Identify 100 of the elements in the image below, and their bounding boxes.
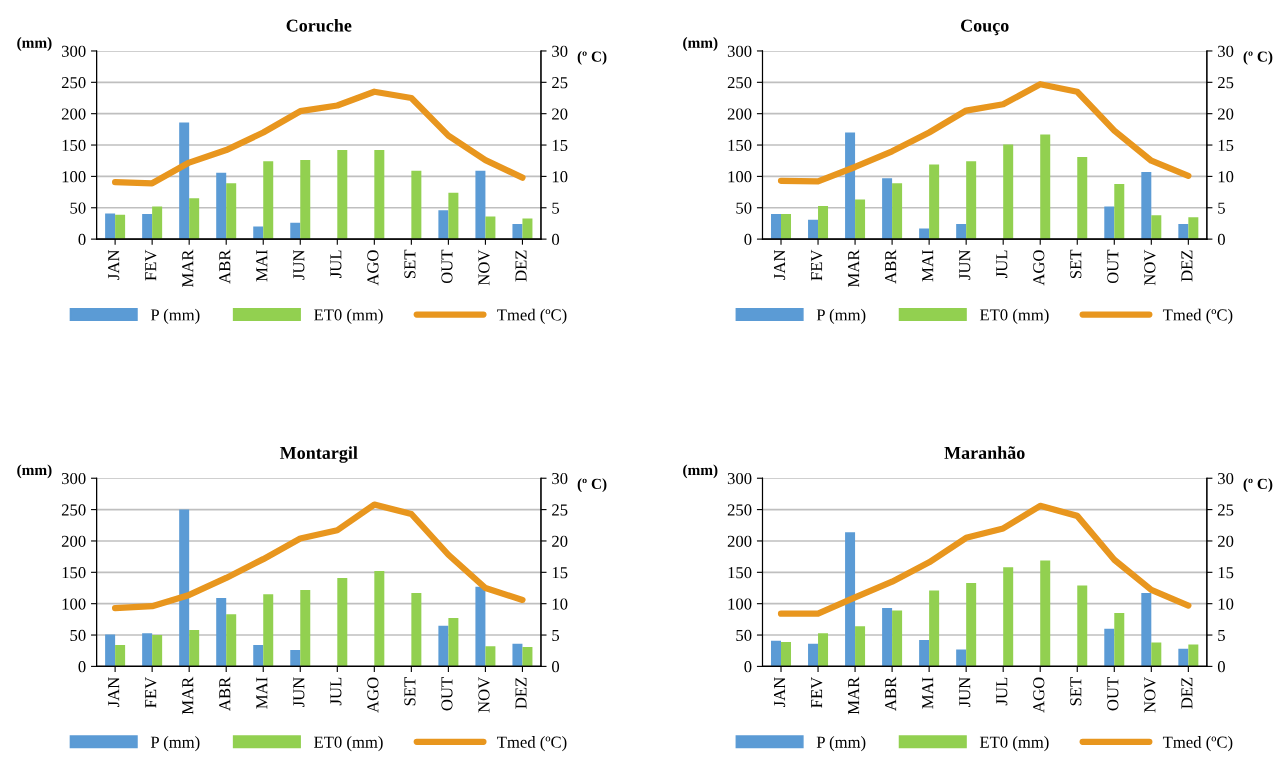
x-tick-label: JUL — [330, 677, 342, 706]
y-tick-label: 250 — [727, 504, 752, 516]
y2-tick-label: 5 — [1218, 202, 1225, 214]
bar — [882, 608, 893, 667]
x-tick-label: MAI — [256, 250, 268, 282]
bar — [929, 164, 940, 240]
bar — [1151, 642, 1162, 667]
y2-axis-title: (º C) — [577, 50, 607, 65]
bar — [818, 205, 829, 240]
x-tick-label: SET — [404, 677, 416, 706]
chart-title: Couço — [960, 19, 1009, 36]
bar — [475, 586, 486, 667]
y-axis-title: (mm) — [683, 464, 718, 479]
x-tick-label: ABR — [219, 676, 231, 711]
legend-label: ET0 (mm) — [979, 736, 1049, 752]
x-tick-label: MAR — [848, 676, 860, 715]
y-tick-label: 50 — [70, 202, 86, 214]
y-axis-title: (mm) — [683, 37, 718, 51]
chart-title: Montargil — [279, 446, 358, 463]
bar — [771, 640, 782, 667]
bar — [781, 641, 792, 667]
y-axis-title: (mm) — [17, 464, 52, 479]
bar — [1077, 585, 1088, 667]
x-tick-label: JAN — [774, 677, 786, 708]
y2-tick-label: 30 — [552, 45, 568, 57]
bar — [1178, 648, 1189, 667]
bar — [337, 577, 348, 667]
y2-tick-label: 30 — [1218, 45, 1234, 57]
bar — [845, 132, 856, 240]
y-tick-label: 150 — [728, 139, 752, 151]
bar — [152, 206, 163, 240]
x-tick-label: JAN — [774, 249, 786, 280]
bar — [522, 218, 533, 240]
y2-tick-label: 30 — [1218, 472, 1234, 485]
y-tick-label: 200 — [727, 108, 752, 120]
legend-label: ET0 (mm) — [314, 736, 383, 752]
bar — [115, 214, 126, 240]
y-tick-label: 250 — [61, 504, 86, 516]
x-tick-label: JAN — [108, 249, 120, 280]
bar — [226, 183, 237, 240]
legend-label: P (mm) — [150, 736, 200, 752]
y-tick-label: 300 — [61, 472, 86, 485]
x-tick-label: DEZ — [1181, 677, 1193, 709]
bar — [892, 183, 903, 240]
bar — [179, 509, 190, 667]
bar — [448, 192, 459, 240]
bar — [411, 593, 422, 667]
bar — [337, 150, 348, 240]
y-tick-label: 150 — [62, 567, 86, 579]
y2-tick-label: 25 — [1218, 77, 1234, 89]
bar — [152, 635, 163, 667]
bar — [966, 582, 977, 667]
x-tick-label: JAN — [108, 677, 120, 708]
bar — [1114, 183, 1125, 240]
bar — [929, 590, 940, 667]
x-tick-label: FEV — [811, 677, 823, 708]
bar — [1141, 593, 1152, 667]
x-tick-label: ABR — [885, 676, 897, 711]
x-tick-label: NOV — [1144, 249, 1156, 286]
x-tick-label: AGO — [367, 250, 379, 286]
bar — [845, 532, 856, 667]
bar — [808, 643, 819, 667]
y2-tick-label: 25 — [552, 504, 568, 516]
bar — [105, 213, 116, 240]
x-tick-label: MAR — [848, 249, 860, 288]
y2-tick-label: 15 — [1218, 567, 1234, 579]
y2-tick-label: 15 — [552, 139, 568, 151]
bar — [919, 640, 930, 667]
y2-tick-label: 25 — [552, 77, 568, 89]
x-tick-label: SET — [1070, 677, 1082, 706]
y-tick-label: 200 — [727, 535, 752, 547]
bar — [179, 122, 190, 240]
bar — [1040, 560, 1051, 667]
bar — [105, 634, 116, 667]
y2-tick-label: 15 — [552, 567, 568, 579]
bar — [781, 214, 792, 240]
bar — [300, 160, 311, 240]
y-tick-label: 0 — [744, 661, 752, 673]
x-tick-label: OUT — [441, 677, 453, 711]
x-tick-label: MAI — [922, 677, 934, 709]
x-tick-label: FEV — [145, 249, 157, 281]
bar — [300, 589, 311, 667]
bar — [855, 626, 866, 667]
x-tick-label: FEV — [811, 249, 823, 281]
y-tick-label: 250 — [61, 77, 86, 89]
y-tick-label: 200 — [61, 535, 86, 547]
x-tick-label: OUT — [441, 249, 453, 284]
x-tick-label: JUL — [330, 250, 342, 278]
bar — [475, 170, 486, 240]
legend-label: P (mm) — [816, 736, 866, 752]
bar — [189, 630, 200, 667]
bar — [216, 598, 227, 667]
y2-axis-title: (º C) — [577, 478, 607, 493]
bar — [882, 178, 893, 240]
y-tick-label: 200 — [61, 108, 86, 120]
bar — [1114, 613, 1125, 667]
y2-tick-label: 25 — [1218, 504, 1234, 516]
bar — [374, 150, 385, 240]
bar — [263, 161, 274, 240]
chart-title: Coruche — [286, 18, 352, 32]
